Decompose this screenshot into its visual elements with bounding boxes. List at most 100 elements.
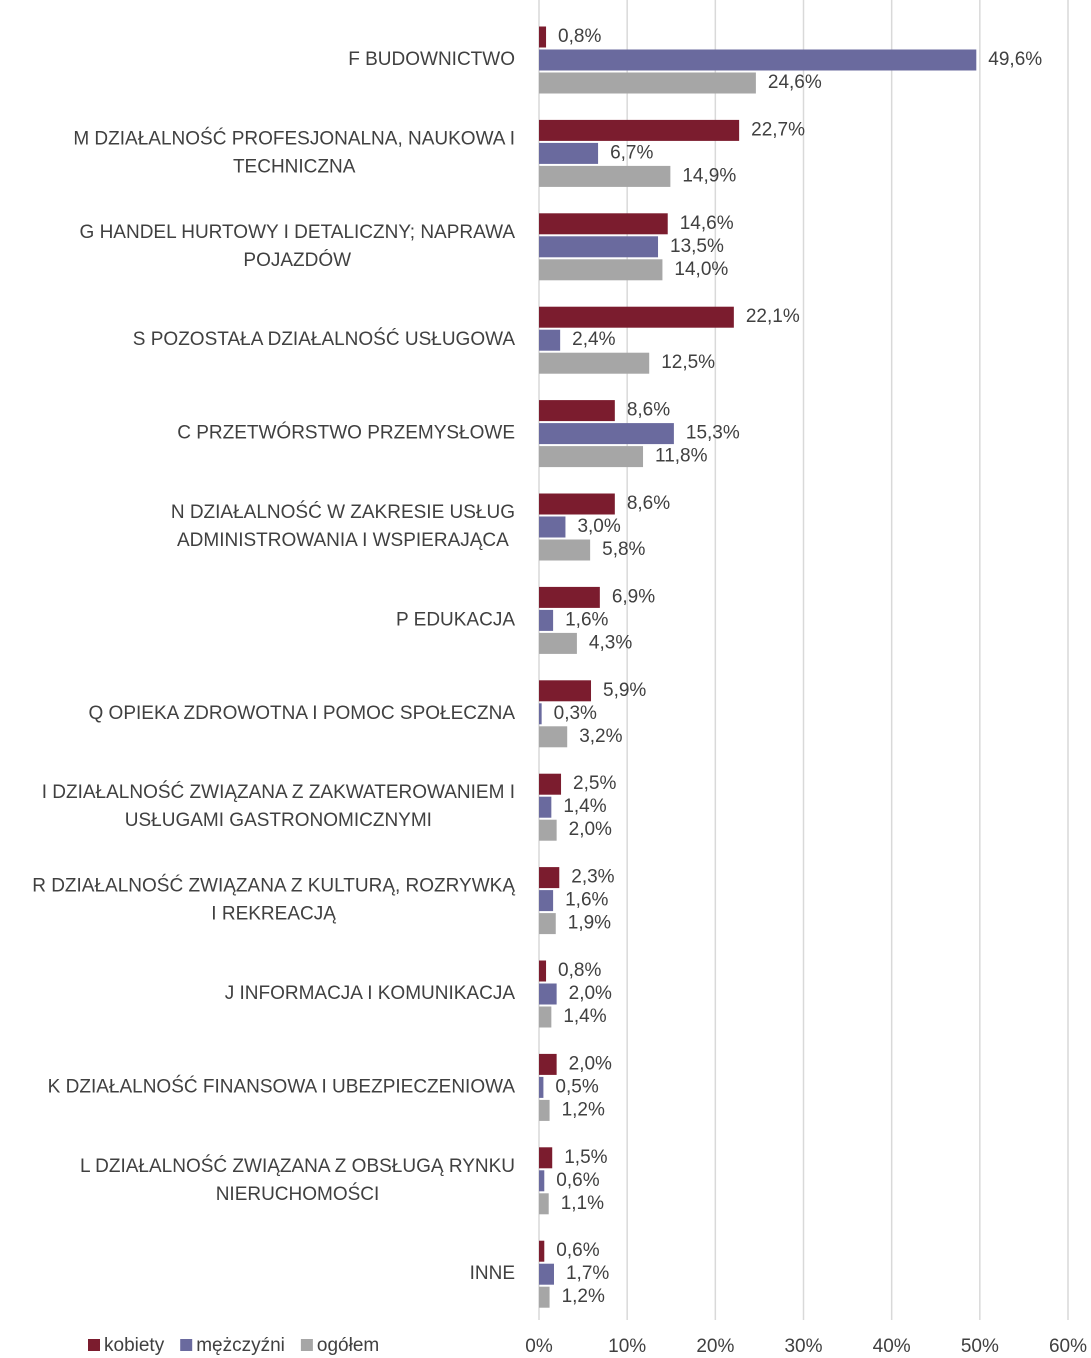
value-label: 0,6% [556,1170,599,1191]
value-label: 2,4% [572,329,615,350]
category-label: K DZIAŁALNOŚĆ FINANSOWA I UBEZPIECZENIOW… [48,1075,516,1097]
category-label: G HANDEL HURTOWY I DETALICZNY; NAPRAWA PO… [80,222,516,271]
value-label: 6,7% [610,142,653,163]
value-label: 6,9% [612,586,655,607]
bar [539,1263,554,1285]
x-tick-label: 50% [961,1336,999,1357]
value-label: 1,7% [566,1263,609,1284]
x-tick-label: 30% [784,1336,822,1357]
value-label: 8,6% [627,400,670,421]
x-tick-label: 0% [525,1336,553,1357]
value-label: 1,6% [565,609,608,630]
bar [539,890,554,912]
value-label: 0,3% [554,703,597,724]
category-label: M DZIAŁALNOŚĆ PROFESJONALNA, NAUKOWA I TE… [73,127,515,177]
legend-swatch [180,1339,193,1351]
bar [539,306,734,328]
value-label: 49,6% [988,49,1042,70]
value-label: 0,8% [558,26,601,47]
bar [539,960,547,982]
value-label: 22,7% [751,119,805,140]
bar [539,446,644,468]
value-label: 2,0% [569,819,612,840]
legend-label: ogółem [317,1335,379,1356]
value-label: 1,5% [564,1147,607,1168]
bar [539,400,615,422]
value-label: 3,0% [577,516,620,537]
category-label: R DZIAŁALNOŚĆ ZWIĄZANA Z KULTURĄ, ROZRYW… [32,875,515,925]
value-label: 1,2% [562,1286,605,1307]
legend-label: kobiety [104,1335,165,1356]
category-label: P EDUKACJA [396,609,515,630]
bar [539,1240,545,1262]
value-label: 0,5% [555,1076,598,1097]
bar [539,493,615,515]
category-label: Q OPIEKA ZDROWOTNA I POMOC SPOŁECZNA [88,703,515,724]
bar [539,329,561,351]
value-label: 13,5% [670,236,724,257]
bar [539,142,599,164]
bar [539,516,566,538]
value-label: 5,9% [603,680,646,701]
bar [539,703,542,725]
value-label: 2,0% [569,1053,612,1074]
x-tick-label: 60% [1049,1336,1087,1357]
bar [539,49,977,71]
bar [539,1006,552,1028]
value-label: 12,5% [661,352,715,373]
x-tick-label: 20% [696,1336,734,1357]
value-label: 1,2% [562,1099,605,1120]
value-label: 1,4% [563,796,606,817]
bar [539,72,756,94]
category-label: S POZOSTAŁA DZIAŁALNOŚĆ USŁUGOWA [133,328,516,350]
bar [539,1286,550,1308]
value-label: 8,6% [627,493,670,514]
value-label: 14,6% [680,213,734,234]
bar [539,913,556,935]
value-label: 4,3% [589,632,632,653]
bar [539,1193,549,1215]
bar [539,1053,557,1075]
value-label: 3,2% [579,726,622,747]
value-label: 15,3% [686,423,740,444]
bar [539,1099,550,1121]
bar [539,1170,545,1192]
bar [539,213,668,235]
value-label: 22,1% [746,306,800,327]
bar [539,680,592,702]
category-label: J INFORMACJA I KOMUNIKACJA [225,983,516,1004]
x-tick-label: 40% [873,1336,911,1357]
bar [539,119,740,141]
bar [539,423,674,445]
value-label: 11,8% [655,446,708,467]
bar [539,632,577,654]
legend-label: mężczyźni [196,1335,285,1356]
category-label: C PRZETWÓRSTWO PRZEMYSŁOWE [177,422,515,444]
value-label: 0,6% [556,1240,599,1261]
category-label: F BUDOWNICTWO [348,49,515,70]
value-label: 2,5% [573,773,616,794]
bar [539,1076,544,1098]
bar [539,236,659,258]
bar [539,773,562,795]
bar [539,983,557,1005]
value-label: 14,0% [674,259,728,280]
value-label: 1,4% [563,1006,606,1027]
value-label: 1,6% [565,890,608,911]
bar [539,1147,553,1169]
bar [539,609,554,631]
value-label: 5,8% [602,539,645,560]
value-label: 1,1% [561,1193,604,1214]
legend-swatch [300,1339,313,1351]
bar [539,26,547,48]
category-label: INNE [470,1263,515,1284]
category-label: L DZIAŁALNOŚĆ ZWIĄZANA Z OBSŁUGĄ RYNKU NI… [80,1155,515,1205]
bar [539,726,568,748]
value-label: 2,0% [569,983,612,1004]
bar [539,165,671,187]
value-label: 0,8% [558,960,601,981]
value-label: 24,6% [768,72,822,93]
x-tick-label: 10% [608,1336,646,1357]
category-label: I DZIAŁALNOŚĆ ZWIĄZANA Z ZAKWATEROWANIEM… [42,781,515,831]
